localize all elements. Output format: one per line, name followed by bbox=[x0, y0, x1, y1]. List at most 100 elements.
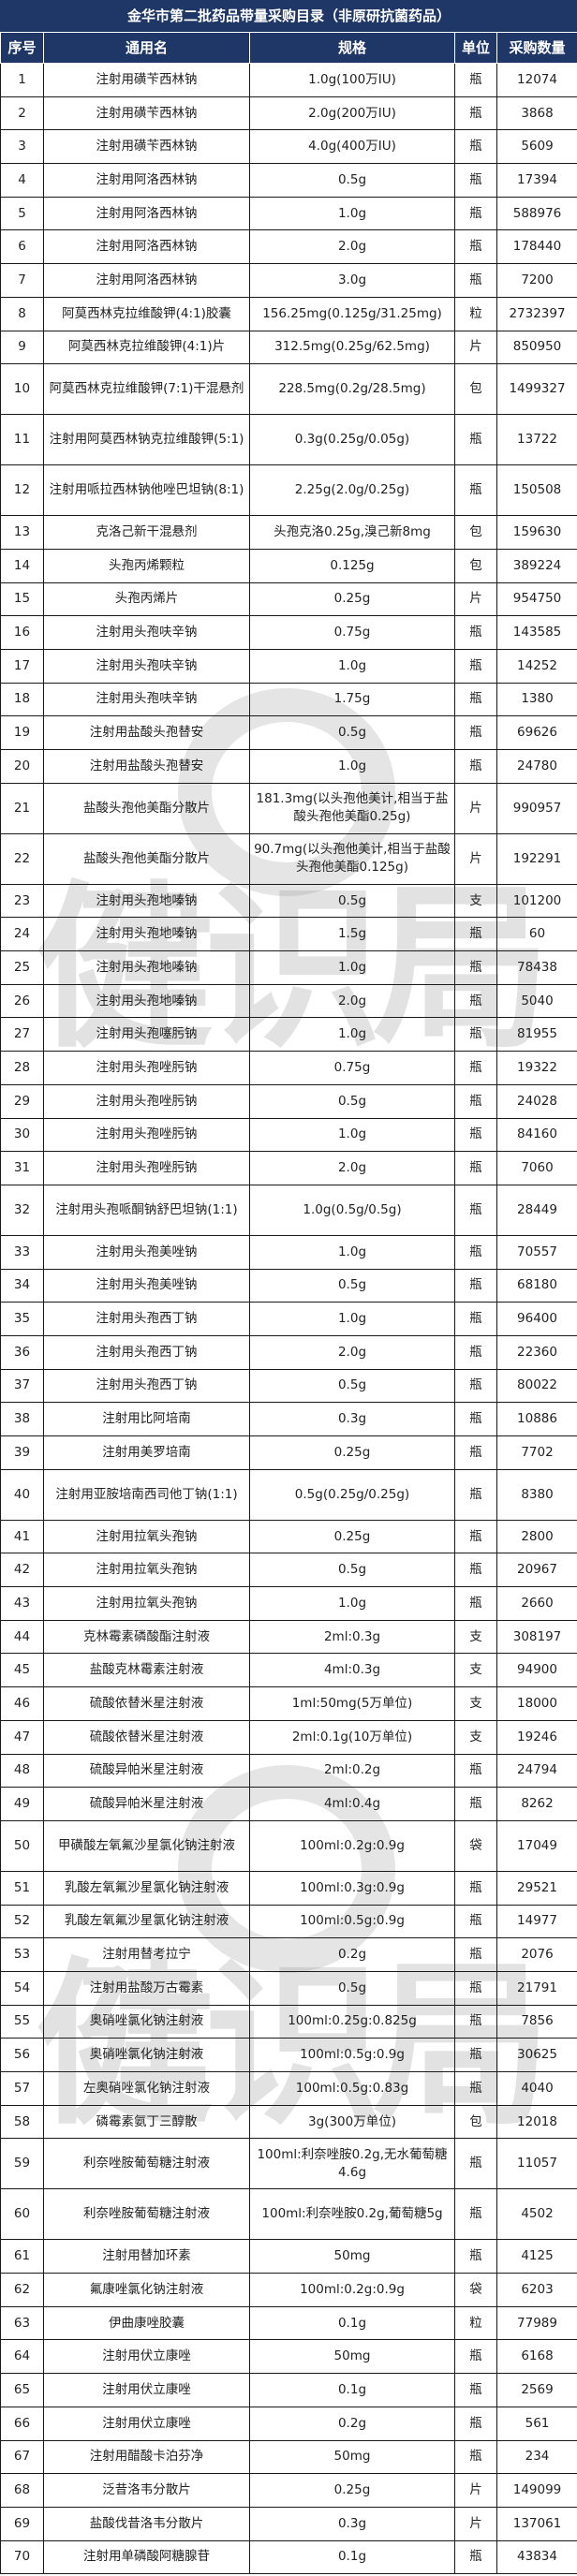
cell-unit: 瓶 bbox=[454, 2188, 497, 2241]
cell-generic-name: 注射用头孢地嗪钠 bbox=[43, 917, 250, 952]
table-row: 57 左奥硝唑氯化钠注射液 100ml:0.5g:0.83g 瓶 4040 bbox=[0, 2071, 577, 2106]
table-row: 2 注射用磺苄西林钠 2.0g(200万IU) 瓶 3868 bbox=[0, 96, 577, 131]
cell-spec: 100ml:0.5g:0.83g bbox=[249, 2071, 455, 2106]
cell-generic-name: 注射用阿洛西林钠 bbox=[43, 163, 250, 198]
table-row: 30 注射用头孢唑肟钠 1.0g 瓶 84160 bbox=[0, 1117, 577, 1153]
table-row: 35 注射用头孢西丁钠 1.0g 瓶 96400 bbox=[0, 1302, 577, 1336]
cell-quantity: 850950 bbox=[496, 330, 577, 365]
cell-generic-name: 注射用伏立康唑 bbox=[43, 2339, 250, 2375]
cell-quantity: 7856 bbox=[496, 2004, 577, 2039]
cell-index: 45 bbox=[0, 1653, 44, 1688]
cell-spec: 0.5g bbox=[249, 1083, 455, 1119]
cell-index: 18 bbox=[0, 682, 44, 717]
cell-quantity: 84160 bbox=[496, 1117, 577, 1153]
table-row: 28 注射用头孢唑肟钠 0.75g 瓶 19322 bbox=[0, 1051, 577, 1085]
cell-quantity: 80022 bbox=[496, 1368, 577, 1404]
cell-index: 53 bbox=[0, 1937, 44, 1972]
cell-unit: 瓶 bbox=[454, 983, 497, 1019]
cell-unit: 片 bbox=[454, 782, 497, 834]
cell-index: 23 bbox=[0, 883, 44, 919]
cell-index: 67 bbox=[0, 2439, 44, 2475]
cell-generic-name: 乳酸左氧氟沙星氯化钠注射液 bbox=[43, 1870, 250, 1906]
cell-spec: 0.3g bbox=[249, 2506, 455, 2541]
table-row: 26 注射用头孢地嗪钠 2.0g 瓶 5040 bbox=[0, 983, 577, 1019]
cell-spec: 0.5g bbox=[249, 883, 455, 919]
cell-unit: 瓶 bbox=[454, 2539, 497, 2575]
table-row: 15 头孢丙烯片 0.25g 片 954750 bbox=[0, 581, 577, 617]
cell-unit: 瓶 bbox=[454, 163, 497, 198]
table-row: 33 注射用头孢美唑钠 1.0g 瓶 70557 bbox=[0, 1234, 577, 1270]
table-row: 24 注射用头孢地嗪钠 1.5g 瓶 60 bbox=[0, 917, 577, 952]
cell-index: 57 bbox=[0, 2071, 44, 2106]
cell-index: 16 bbox=[0, 615, 44, 650]
cell-unit: 粒 bbox=[454, 296, 497, 331]
cell-unit: 瓶 bbox=[454, 917, 497, 952]
cell-generic-name: 注射用伏立康唑 bbox=[43, 2406, 250, 2441]
table-row: 44 克林霉素磷酸酯注射液 2ml:0.3g 支 308197 bbox=[0, 1619, 577, 1655]
table-row: 37 注射用头孢西丁钠 0.5g 瓶 80022 bbox=[0, 1368, 577, 1404]
cell-generic-name: 注射用替考拉宁 bbox=[43, 1937, 250, 1972]
cell-generic-name: 注射用头孢地嗪钠 bbox=[43, 950, 250, 985]
cell-unit: 瓶 bbox=[454, 1435, 497, 1470]
cell-quantity: 8262 bbox=[496, 1787, 577, 1821]
cell-index: 65 bbox=[0, 2373, 44, 2407]
table-row: 65 注射用伏立康唑 0.1g 瓶 2569 bbox=[0, 2373, 577, 2407]
cell-unit: 瓶 bbox=[454, 414, 497, 466]
cell-index: 60 bbox=[0, 2188, 44, 2241]
cell-unit: 瓶 bbox=[454, 96, 497, 131]
table-row: 38 注射用比阿培南 0.3g 瓶 10886 bbox=[0, 1402, 577, 1436]
cell-quantity: 20967 bbox=[496, 1553, 577, 1588]
cell-index: 58 bbox=[0, 2104, 44, 2140]
cell-quantity: 150508 bbox=[496, 464, 577, 517]
cell-generic-name: 注射用头孢噻肟钠 bbox=[43, 1017, 250, 1052]
cell-index: 2 bbox=[0, 96, 44, 131]
cell-quantity: 22360 bbox=[496, 1334, 577, 1370]
cell-unit: 瓶 bbox=[454, 2339, 497, 2375]
cell-quantity: 7060 bbox=[496, 1151, 577, 1185]
cell-index: 59 bbox=[0, 2138, 44, 2190]
cell-generic-name: 注射用替加环素 bbox=[43, 2239, 250, 2274]
cell-quantity: 29521 bbox=[496, 1870, 577, 1906]
table-row: 48 硫酸异帕米星注射液 2ml:0.2g 瓶 24794 bbox=[0, 1753, 577, 1788]
cell-unit: 瓶 bbox=[454, 1586, 497, 1621]
cell-unit: 瓶 bbox=[454, 950, 497, 985]
cell-index: 7 bbox=[0, 263, 44, 298]
cell-generic-name: 克林霉素磷酸酯注射液 bbox=[43, 1619, 250, 1655]
cell-unit: 支 bbox=[454, 883, 497, 919]
table-row: 47 硫酸依替米星注射液 2ml:0.1g(10万单位) 支 19246 bbox=[0, 1719, 577, 1755]
cell-index: 48 bbox=[0, 1753, 44, 1788]
cell-spec: 100ml:0.5g:0.9g bbox=[249, 2038, 455, 2072]
table-row: 66 注射用伏立康唑 0.2g 瓶 561 bbox=[0, 2406, 577, 2441]
cell-quantity: 101200 bbox=[496, 883, 577, 919]
cell-quantity: 14252 bbox=[496, 648, 577, 684]
table-row: 21 盐酸头孢他美酯分散片 181.3mg(以头孢他美计,相当于盐酸头孢他美酯0.2… bbox=[0, 782, 577, 834]
cell-spec: 2.25g(2.0g/0.25g) bbox=[249, 464, 455, 517]
cell-index: 27 bbox=[0, 1017, 44, 1052]
cell-generic-name: 盐酸克林霉素注射液 bbox=[43, 1653, 250, 1688]
cell-generic-name: 注射用头孢西丁钠 bbox=[43, 1302, 250, 1336]
cell-index: 66 bbox=[0, 2406, 44, 2441]
cell-quantity: 2569 bbox=[496, 2373, 577, 2407]
cell-quantity: 60 bbox=[496, 917, 577, 952]
cell-generic-name: 伊曲康唑胶囊 bbox=[43, 2305, 250, 2341]
table-title: 金华市第二批药品带量采购目录（非原研抗菌药品） bbox=[0, 0, 577, 33]
cell-spec: 2.0g bbox=[249, 1334, 455, 1370]
table-row: 22 盐酸头孢他美酯分散片 90.7mg(以头孢他美计,相当于盐酸头孢他美酯0.12… bbox=[0, 832, 577, 885]
cell-generic-name: 注射用拉氧头孢钠 bbox=[43, 1553, 250, 1588]
cell-generic-name: 注射用头孢呋辛钠 bbox=[43, 682, 250, 717]
cell-quantity: 21791 bbox=[496, 1970, 577, 2006]
cell-quantity: 43834 bbox=[496, 2539, 577, 2575]
cell-spec: 0.5g bbox=[249, 1970, 455, 2006]
cell-unit: 瓶 bbox=[454, 682, 497, 717]
cell-index: 10 bbox=[0, 363, 44, 416]
cell-index: 39 bbox=[0, 1435, 44, 1470]
cell-quantity: 143585 bbox=[496, 615, 577, 650]
cell-index: 68 bbox=[0, 2473, 44, 2508]
cell-index: 42 bbox=[0, 1553, 44, 1588]
cell-generic-name: 注射用醋酸卡泊芬净 bbox=[43, 2439, 250, 2475]
cell-generic-name: 注射用盐酸万古霉素 bbox=[43, 1970, 250, 2006]
table-row: 25 注射用头孢地嗪钠 1.0g 瓶 78438 bbox=[0, 950, 577, 985]
table-row: 9 阿莫西林克拉维酸钾(4:1)片 312.5mg(0.25g/62.5mg) 片 85… bbox=[0, 330, 577, 365]
cell-generic-name: 头孢丙烯片 bbox=[43, 581, 250, 617]
cell-generic-name: 注射用头孢唑肟钠 bbox=[43, 1117, 250, 1153]
